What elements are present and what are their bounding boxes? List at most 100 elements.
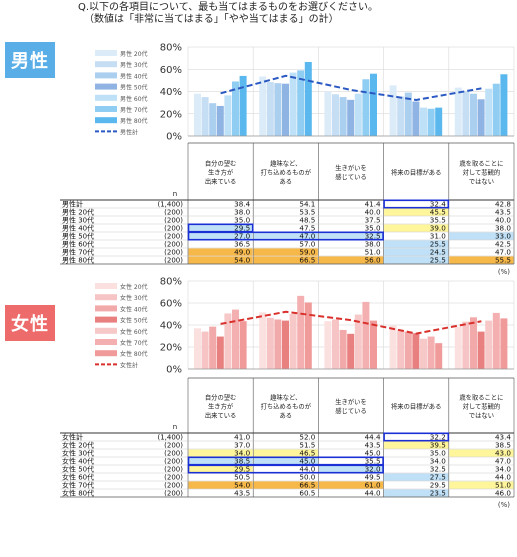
legend-swatch <box>95 316 117 323</box>
highlight-cell <box>188 457 253 465</box>
row-label: 女性 50代 <box>62 465 94 474</box>
bar-male-s0-c2 <box>324 91 332 136</box>
value-cell: 44.4 <box>365 433 381 442</box>
value-cell: 27.0 <box>234 232 250 241</box>
highlight-cell <box>449 449 514 457</box>
value-cell: 47.5 <box>299 224 315 233</box>
bar-male-s6-c4 <box>500 74 508 136</box>
bar-male-s6-c0 <box>239 75 247 136</box>
y-tick-label: 40% <box>160 321 182 332</box>
highlight-cell <box>449 481 514 489</box>
category-header: 感じている <box>335 406 366 415</box>
y-tick-label: 80% <box>160 277 182 288</box>
bar-male-s1-c0 <box>201 97 209 136</box>
table-row: 女性 30代 (200) 34.0 46.5 45.0 35.0 43.0 <box>60 449 514 458</box>
category-header: 感じている <box>335 172 366 181</box>
value-cell: 51.5 <box>299 441 315 450</box>
legend-swatch <box>95 61 117 68</box>
legend-swatch <box>95 294 117 301</box>
value-cell: 43.0 <box>495 449 511 458</box>
category-header: 打ち込めるものが <box>261 402 312 411</box>
category-header: 自分の望む <box>205 393 236 402</box>
legend-label: 男性 80代 <box>120 117 148 125</box>
row-n: (200) <box>164 217 183 225</box>
bar-male-s0-c1 <box>259 76 267 136</box>
legend-label: 女性 50代 <box>120 317 148 325</box>
bar-male-s3-c4 <box>477 99 485 136</box>
value-cell: 47.0 <box>495 248 511 257</box>
bar-female-s2-c4 <box>470 317 477 369</box>
highlight-cell <box>384 489 449 497</box>
legend-swatch <box>95 50 117 56</box>
category-header: 生き方が <box>208 402 234 411</box>
row-label: 女性 40代 <box>62 457 94 466</box>
bar-male-s0-c3 <box>389 85 397 136</box>
value-cell: 50.5 <box>234 473 250 482</box>
outline-box <box>383 432 450 442</box>
bar-female-s0-c0 <box>194 328 201 369</box>
table-row: 男性 20代 (200) 38.0 53.5 40.0 45.5 43.5 <box>60 208 514 217</box>
highlight-cell <box>384 224 449 232</box>
bar-male-s1-c4 <box>462 91 470 136</box>
row-n: (1,400) <box>157 434 183 442</box>
value-cell: 41.0 <box>234 433 250 442</box>
row-n: (200) <box>164 490 183 498</box>
value-cell: 45.5 <box>430 208 446 217</box>
category-header: 生き方が <box>208 168 234 177</box>
row-n: (200) <box>164 458 183 466</box>
highlight-cell <box>188 232 253 240</box>
legend-swatch <box>95 117 117 124</box>
category-header: ある <box>280 412 293 420</box>
bar-male-s4-c4 <box>485 88 493 136</box>
legend-swatch <box>95 350 117 357</box>
category-header: 生きがいを <box>335 163 366 172</box>
bar-male-s6-c3 <box>435 107 443 136</box>
table-row: 女性 20代 (200) 37.0 51.5 43.5 39.5 38.5 <box>60 441 514 450</box>
legend-swatch <box>95 283 117 289</box>
row-label: 男性 40代 <box>62 224 94 233</box>
value-cell: 32.0 <box>365 465 381 474</box>
bar-female-s6-c4 <box>500 318 508 369</box>
value-cell: 29.5 <box>234 224 250 233</box>
category-header: 歳を取ることに <box>459 393 503 402</box>
table-row: 女性 80代 (200) 43.5 60.5 44.0 23.5 46.0 <box>60 489 514 498</box>
table-row: 男性 30代 (200) 35.0 48.5 37.5 35.5 40.0 <box>60 216 514 225</box>
highlight-cell <box>384 473 449 481</box>
bar-male-s2-c4 <box>470 93 477 136</box>
bar-female-s5-c3 <box>427 336 435 369</box>
highlight-cell <box>384 256 449 264</box>
row-label: 女性 20代 <box>62 441 94 450</box>
value-cell: 40.0 <box>365 208 381 217</box>
legend-label: 女性 70代 <box>120 339 148 347</box>
value-cell: 43.4 <box>495 433 511 442</box>
bar-female-s0-c3 <box>389 325 397 369</box>
category-header: 対して悲観的 <box>463 168 501 177</box>
legend-swatch <box>95 94 117 101</box>
value-cell: 54.0 <box>234 481 250 490</box>
value-cell: 38.0 <box>495 224 511 233</box>
row-n: (200) <box>164 257 183 265</box>
value-cell: 38.5 <box>234 457 250 466</box>
bar-female-s5-c2 <box>362 301 370 369</box>
value-cell: 35.0 <box>365 224 381 233</box>
legend-label: 男性 40代 <box>120 72 148 80</box>
note-line: （数値は「非常に当てはまる」「やや当てはまる」の計） <box>84 14 339 25</box>
value-cell: 39.0 <box>430 224 446 233</box>
y-tick-label: 20% <box>160 343 182 354</box>
outline-box <box>187 231 384 241</box>
row-n: (200) <box>164 209 183 217</box>
value-cell: 32.5 <box>430 465 446 474</box>
value-cell: 40.0 <box>495 216 511 225</box>
value-cell: 47.0 <box>299 232 315 241</box>
value-cell: 23.5 <box>430 489 446 498</box>
male-badge: 男性 <box>5 42 55 78</box>
bar-female-s3-c4 <box>477 331 485 369</box>
highlight-cell <box>253 248 318 256</box>
bar-male-s5-c2 <box>362 79 370 136</box>
row-label: 男性計 <box>62 200 83 209</box>
table-row: 女性 70代 (200) 54.0 66.5 61.0 29.5 51.0 <box>60 481 514 490</box>
category-header: 歳を取ることに <box>459 159 503 168</box>
table-row: 男性 80代 (200) 54.0 66.5 56.0 25.5 55.5 <box>60 256 514 265</box>
outline-box <box>383 199 450 209</box>
category-header: 趣味など、 <box>270 159 301 168</box>
